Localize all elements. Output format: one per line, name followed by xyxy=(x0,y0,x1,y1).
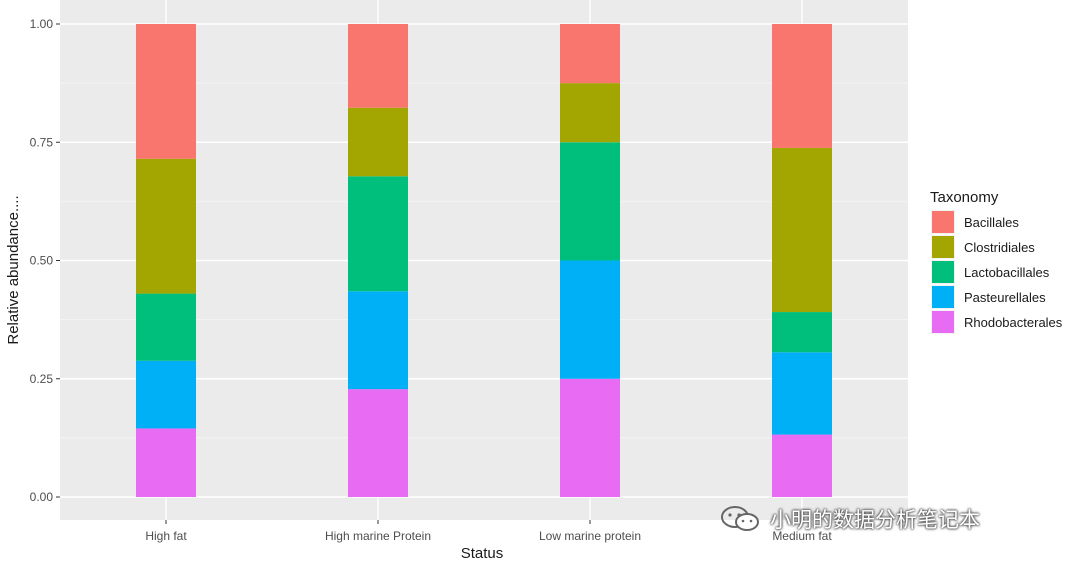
bar-segment xyxy=(348,291,408,390)
y-tick-label: 1.00 xyxy=(30,17,54,31)
bars xyxy=(136,24,832,497)
y-axis-title: Relative abundance.... xyxy=(5,195,22,344)
y-tick-label: 0.50 xyxy=(30,254,54,268)
bar-segment xyxy=(772,434,832,497)
legend-label: Lactobacillales xyxy=(964,265,1050,280)
legend-label: Rhodobacterales xyxy=(964,315,1063,330)
bar-segment xyxy=(136,158,196,294)
legend-label: Pasteurellales xyxy=(964,290,1046,305)
bar-segment xyxy=(560,83,620,143)
bar-segment xyxy=(772,352,832,435)
bar-segment xyxy=(560,378,620,497)
watermark-text: 小明的数据分析笔记本 xyxy=(770,508,980,532)
x-tick-label: High fat xyxy=(145,529,187,543)
bar-segment xyxy=(348,389,408,497)
x-axis-ticks: High fat High marine Protein Low marine pr… xyxy=(145,520,832,543)
y-tick-label: 0.00 xyxy=(30,490,54,504)
legend-swatch xyxy=(932,261,954,283)
legend: Taxonomy Bacillales Clostridiales Lactobac… xyxy=(930,189,1063,334)
y-tick-label: 0.25 xyxy=(30,372,54,386)
legend-label: Bacillales xyxy=(964,215,1019,230)
legend-swatch xyxy=(932,211,954,233)
y-axis-ticks: 0.00 0.25 0.50 0.75 1.00 xyxy=(30,17,60,504)
bar-segment xyxy=(136,360,196,429)
bar-segment xyxy=(136,24,196,159)
legend-label: Clostridiales xyxy=(964,240,1035,255)
x-tick-label: Medium fat xyxy=(772,529,832,543)
bar-segment xyxy=(772,24,832,148)
y-tick-label: 0.75 xyxy=(30,135,54,149)
bar-segment xyxy=(772,312,832,353)
legend-swatch xyxy=(932,286,954,308)
x-axis-title: Status xyxy=(461,545,504,562)
bar-segment xyxy=(348,24,408,108)
x-tick-label: High marine Protein xyxy=(325,529,431,543)
bar-segment xyxy=(348,176,408,292)
watermark: 小明的数据分析笔记本 xyxy=(720,504,980,534)
legend-swatch xyxy=(932,311,954,333)
x-tick-label: Low marine protein xyxy=(539,529,641,543)
legend-swatch xyxy=(932,236,954,258)
bar-segment xyxy=(136,293,196,361)
bar-segment xyxy=(560,142,620,261)
bar-segment xyxy=(560,260,620,379)
wechat-icon xyxy=(721,506,759,531)
legend-title: Taxonomy xyxy=(930,189,999,206)
bar-segment xyxy=(560,24,620,84)
bar-segment xyxy=(772,147,832,313)
bar-segment xyxy=(136,428,196,497)
bar-segment xyxy=(348,107,408,177)
